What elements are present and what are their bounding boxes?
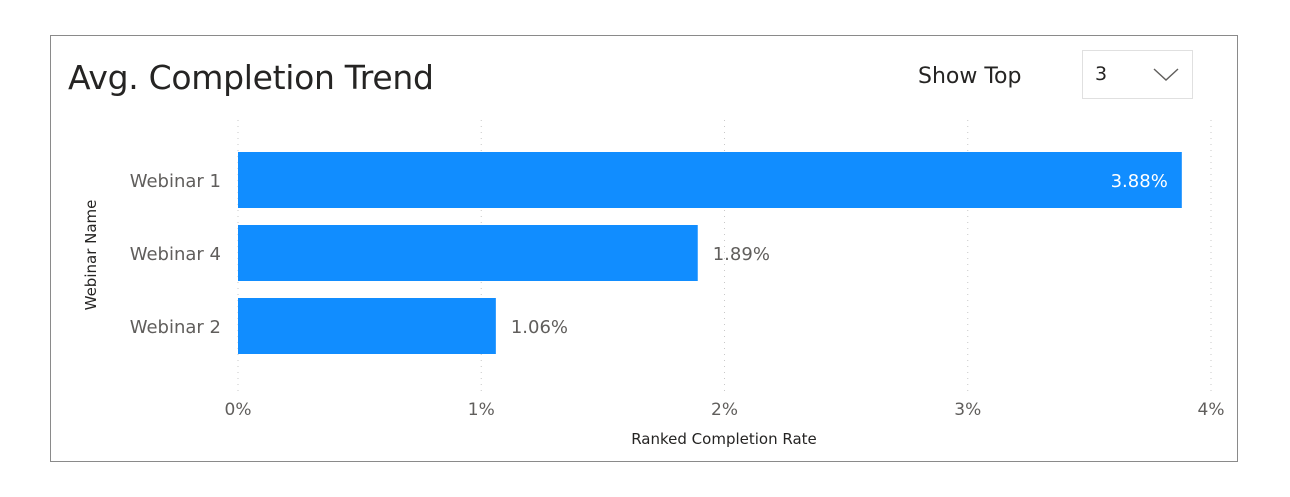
- show-top-dropdown[interactable]: 3: [1082, 50, 1193, 99]
- y-axis-title: Webinar Name: [82, 200, 100, 311]
- x-axis-title: Ranked Completion Rate: [631, 430, 817, 448]
- x-tick-label: 0%: [225, 400, 252, 420]
- data-label: 3.88%: [1111, 171, 1168, 192]
- chart-title: Avg. Completion Trend: [68, 58, 434, 97]
- x-tick-label: 4%: [1198, 400, 1225, 420]
- x-tick-label: 1%: [468, 400, 495, 420]
- y-category-label: Webinar 2: [130, 317, 221, 338]
- x-tick-label: 3%: [954, 400, 981, 420]
- bar: [238, 152, 1182, 208]
- chevron-down-icon: [1151, 65, 1181, 87]
- data-label: 1.89%: [713, 244, 770, 265]
- bar: [238, 225, 698, 281]
- y-category-label: Webinar 1: [130, 171, 221, 192]
- show-top-label: Show Top: [918, 64, 1022, 89]
- y-category-label: Webinar 4: [130, 244, 221, 265]
- data-label: 1.06%: [511, 317, 568, 338]
- bar: [238, 298, 496, 354]
- x-tick-label: 2%: [711, 400, 738, 420]
- show-top-value: 3: [1095, 63, 1108, 85]
